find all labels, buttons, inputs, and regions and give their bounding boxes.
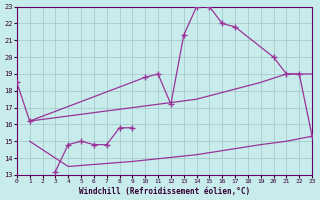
X-axis label: Windchill (Refroidissement éolien,°C): Windchill (Refroidissement éolien,°C) <box>79 187 250 196</box>
